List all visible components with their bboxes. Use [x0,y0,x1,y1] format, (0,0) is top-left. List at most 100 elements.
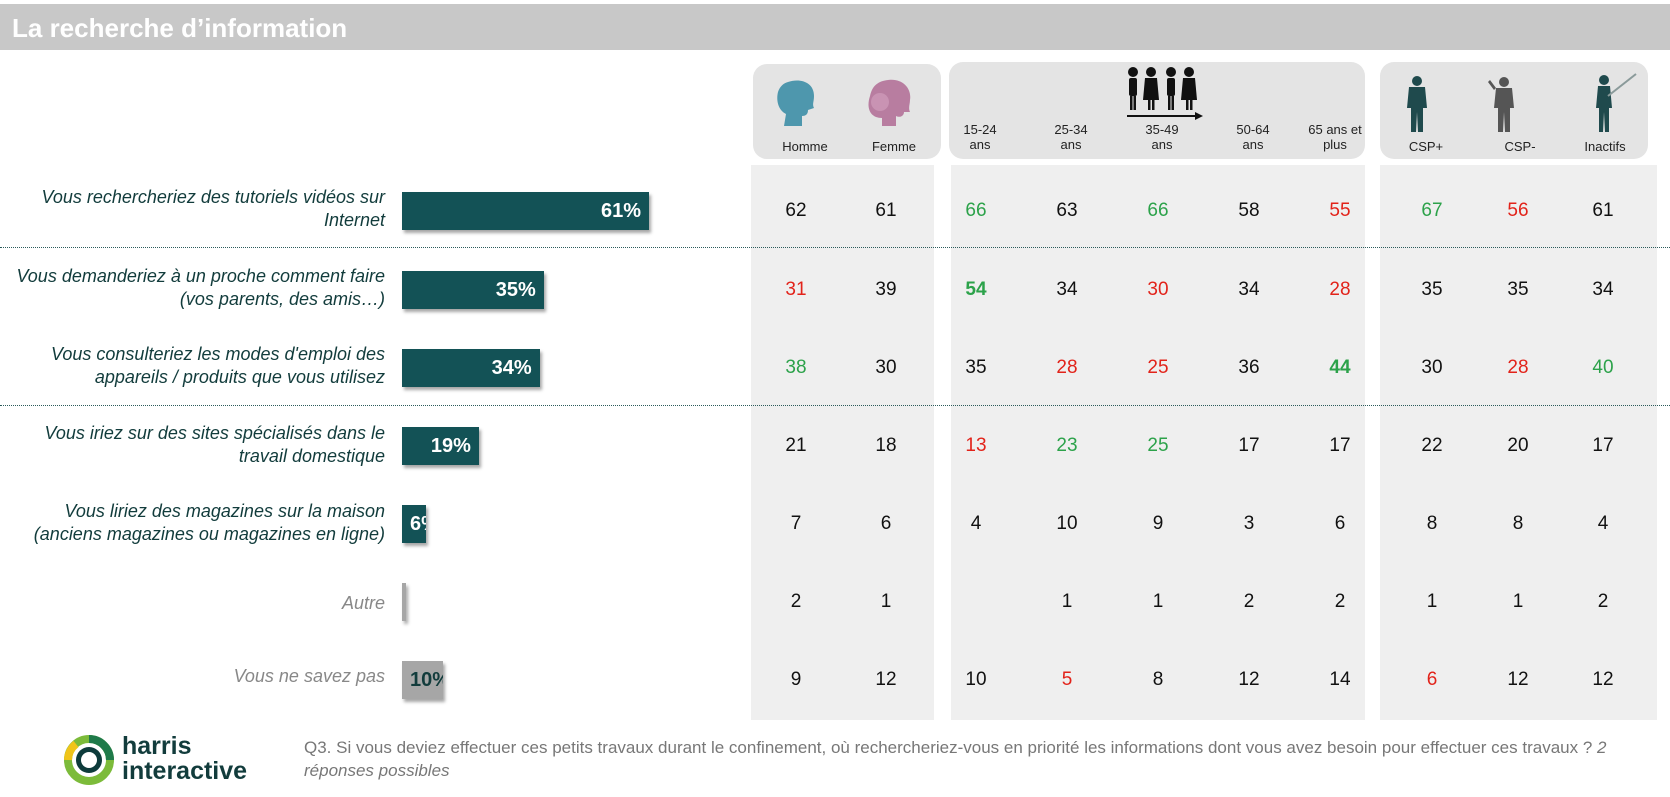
table-cell: 12 [1238,669,1260,690]
table-cell: 12 [875,669,897,690]
businessman-icon [1407,76,1427,132]
table-cell: 38 [785,357,807,378]
table-cell: 31 [785,279,807,300]
worker-icon [1488,77,1514,132]
table-cell: 17 [1592,435,1614,456]
bar: 6% [402,505,427,543]
bar-value-label: 10% [410,669,443,691]
man-head-icon [777,80,814,126]
gender-column-panel [751,165,934,720]
table-cell: 2 [1334,591,1346,612]
header-femme: Femme [871,139,917,154]
table-cell: 54 [965,279,987,300]
row-label: Vous rechercheriez des tutoriels vidéos … [41,187,386,230]
table-cell: 22 [1421,435,1443,456]
brand-line-1: harris [122,732,192,760]
table-cell: 1 [1152,591,1164,612]
table-cell: 6 [1334,513,1346,534]
table-cell: 20 [1507,435,1529,456]
table-cell: 67 [1421,200,1443,221]
table-cell: 30 [875,357,897,378]
row-label: Vous demanderiez à un proche comment fai… [16,266,385,309]
bar-value-label: 35% [495,279,536,301]
separator-line [0,405,1670,406]
row-label: Vous iriez sur des sites spécialisés dan… [44,423,386,466]
table-cell: 2 [1597,591,1609,612]
people-arrow-icon [1127,67,1203,120]
table-cell: 61 [875,200,897,221]
retiree-icon [1596,73,1637,132]
table-cell: 14 [1329,669,1351,690]
header-csp-plus: CSP+ [1408,139,1444,154]
table-cell: 34 [1238,279,1260,300]
header-age-15-24: 15-24 ans [963,122,997,152]
page-title: La recherche d’information [12,13,348,43]
bar [402,583,407,621]
table-cell: 28 [1329,279,1351,300]
bar: 19% [402,427,479,465]
table-cell: 17 [1329,435,1351,456]
table-cell: 7 [790,513,802,534]
table-cell: 66 [965,200,987,221]
bar-value-label: 6% [410,513,426,535]
table-cell: 12 [1592,669,1614,690]
table-cell: 1 [1426,591,1438,612]
table-cell: 8 [1152,669,1164,690]
footer-question: Q3. Si vous deviez effectuer ces petits … [304,736,1656,782]
title-bar: La recherche d’information [0,4,1670,50]
table-cell: 55 [1329,200,1351,221]
table-cell: 25 [1147,357,1169,378]
table-cell: 1 [1061,591,1073,612]
age-column-panel [951,165,1365,720]
header-age-65-plus: 65 ans et plus [1308,122,1362,152]
table-cell: 61 [1592,200,1614,221]
bar: 10% [402,661,443,699]
table-cell: 8 [1512,513,1524,534]
table-cell: 56 [1507,200,1529,221]
table-cell: 63 [1056,200,1078,221]
header-age-50-64: 50-64 ans [1236,122,1270,152]
table-cell: 4 [970,513,982,534]
table-cell: 25 [1147,435,1169,456]
bar-value-label: 19% [430,435,471,457]
header-homme: Homme [782,139,828,154]
table-cell: 30 [1147,279,1169,300]
table-cell: 23 [1056,435,1078,456]
table-cell: 17 [1238,435,1260,456]
table-cell: 10 [965,669,987,690]
table-cell: 12 [1507,669,1529,690]
header-age-35-49: 35-49 ans [1145,122,1179,152]
row-label: Autre [341,593,385,613]
table-cell: 35 [1507,279,1529,300]
table-cell: 6 [880,513,892,534]
table-cell: 8 [1426,513,1438,534]
table-cell: 5 [1061,669,1073,690]
table-cell: 2 [790,591,802,612]
question-text: Q3. Si vous deviez effectuer ces petits … [304,738,1593,757]
table-cell: 66 [1147,200,1169,221]
row-label: Vous consulteriez les modes d'emploi des… [51,344,385,387]
table-cell: 18 [875,435,897,456]
brand-name: harris interactive [122,734,247,784]
table-cell: 58 [1238,200,1260,221]
question-note: 2 réponses possibles [304,738,1607,780]
csp-column-panel [1380,165,1657,720]
table-cell: 13 [965,435,987,456]
header-csp-minus: CSP- [1504,139,1536,154]
table-cell: 44 [1329,357,1351,378]
woman-head-icon [868,79,911,126]
row-label: Vous liriez des magazines sur la maison … [33,501,385,544]
harris-logo-icon [64,735,114,785]
bar: 61% [402,192,650,230]
table-cell: 10 [1056,513,1078,534]
table-cell: 40 [1592,357,1614,378]
table-cell: 39 [875,279,897,300]
header-inactifs: Inactifs [1584,139,1626,154]
table-cell: 2 [1243,591,1255,612]
bar-value-label: 34% [491,357,532,379]
table-cell: 21 [785,435,807,456]
table-cell: 3 [1243,513,1255,534]
brand-line-2: interactive [122,757,248,785]
table-cell: 28 [1507,357,1529,378]
table-cell: 4 [1597,513,1609,534]
